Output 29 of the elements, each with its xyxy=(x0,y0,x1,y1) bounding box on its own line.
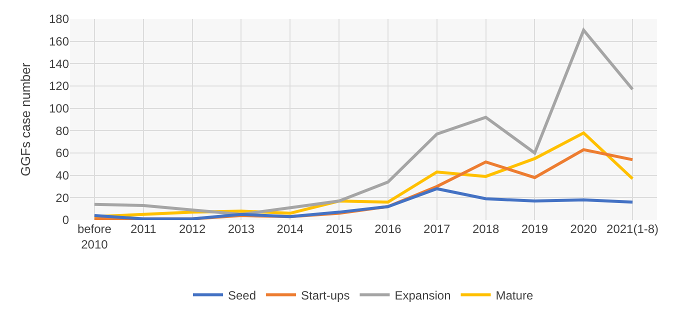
x-tick-label: 2018 xyxy=(472,222,500,236)
x-tick-label: 2015 xyxy=(326,222,353,236)
x-tick-label: 2012 xyxy=(178,222,206,236)
line-series xyxy=(92,28,634,216)
x-tick-label: 2011 xyxy=(130,222,157,236)
x-tick-label: 2013 xyxy=(228,222,255,236)
y-axis-title: GGFs case number xyxy=(18,62,33,176)
y-tick-label: 180 xyxy=(48,12,70,26)
x-tick-label: 2014 xyxy=(276,222,304,236)
y-tick-label: 140 xyxy=(48,56,70,71)
y-tick-label: 20 xyxy=(56,190,70,205)
x-tick-label: 2020 xyxy=(570,222,598,236)
y-tick-label: 80 xyxy=(56,124,70,138)
x-tick-label: 2021(1-8) xyxy=(606,222,659,236)
y-tick-label: 0 xyxy=(62,213,70,228)
y-tick-label: 160 xyxy=(48,34,70,49)
x-tick-label: 2017 xyxy=(424,222,451,236)
legend-label: Expansion xyxy=(394,288,451,302)
y-tick-label: 40 xyxy=(56,168,70,183)
x-tick-label: before 2010 xyxy=(77,222,112,252)
legend-label: Mature xyxy=(496,288,534,302)
legend-label: Start-ups xyxy=(301,288,350,302)
x-tick-label: 2019 xyxy=(521,222,548,236)
y-tick-label: 60 xyxy=(56,146,70,160)
x-tick-label: 2016 xyxy=(374,222,402,236)
legend-label: Seed xyxy=(228,288,256,302)
line-series xyxy=(92,187,634,220)
y-tick-label: 120 xyxy=(48,79,70,94)
y-tick-label: 100 xyxy=(48,102,70,116)
